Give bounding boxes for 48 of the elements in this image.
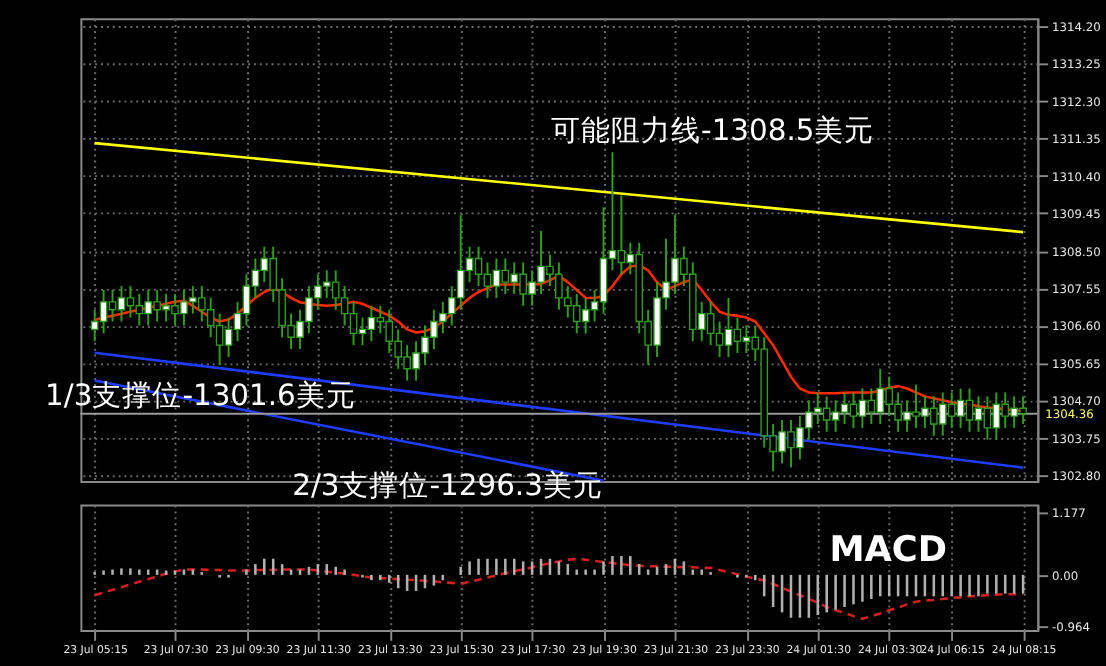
candlestick bbox=[376, 304, 385, 335]
candlestick bbox=[242, 273, 251, 327]
candlestick bbox=[572, 292, 581, 335]
candlestick bbox=[501, 257, 510, 295]
candlestick bbox=[974, 395, 983, 433]
annotation: 可能阻力线-1308.5美元 bbox=[551, 113, 875, 148]
candlestick bbox=[492, 257, 501, 299]
candlestick bbox=[90, 308, 99, 343]
candlestick bbox=[715, 320, 724, 358]
candlestick bbox=[456, 214, 465, 311]
candlestick bbox=[876, 367, 885, 425]
candlestick bbox=[340, 285, 349, 327]
candlestick bbox=[599, 206, 608, 315]
candlestick bbox=[367, 304, 376, 343]
candlestick bbox=[992, 391, 1001, 441]
candlestick bbox=[831, 399, 840, 433]
candlestick bbox=[706, 300, 715, 347]
candlestick bbox=[849, 391, 858, 429]
candlestick bbox=[965, 387, 974, 433]
candlestick bbox=[331, 269, 340, 311]
candlestick bbox=[822, 395, 831, 433]
candlestick bbox=[840, 391, 849, 425]
candlestick bbox=[742, 324, 751, 355]
candlestick bbox=[724, 296, 733, 358]
candlestick bbox=[349, 300, 358, 347]
candlestick bbox=[224, 316, 233, 358]
candlestick bbox=[117, 285, 126, 323]
candlestick bbox=[206, 296, 215, 339]
candlestick bbox=[99, 289, 108, 335]
candlestick bbox=[474, 245, 483, 288]
candlestick bbox=[947, 391, 956, 429]
candlestick bbox=[385, 308, 394, 355]
candlestick bbox=[108, 289, 117, 323]
annotation: 2/3支撑位-1296.3美元 bbox=[292, 468, 603, 503]
candlestick bbox=[215, 312, 224, 366]
candlestick bbox=[956, 387, 965, 429]
candlestick bbox=[983, 395, 992, 441]
candlestick bbox=[135, 292, 144, 327]
candlestick bbox=[483, 261, 492, 299]
candlestick bbox=[858, 387, 867, 429]
candlestick bbox=[126, 285, 135, 319]
annotation: MACD bbox=[829, 531, 947, 572]
candlestick bbox=[358, 316, 367, 347]
candlestick bbox=[867, 387, 876, 425]
candlestick bbox=[260, 245, 269, 284]
candlestick bbox=[617, 194, 626, 276]
candlestick bbox=[733, 316, 742, 355]
candlestick bbox=[581, 296, 590, 335]
